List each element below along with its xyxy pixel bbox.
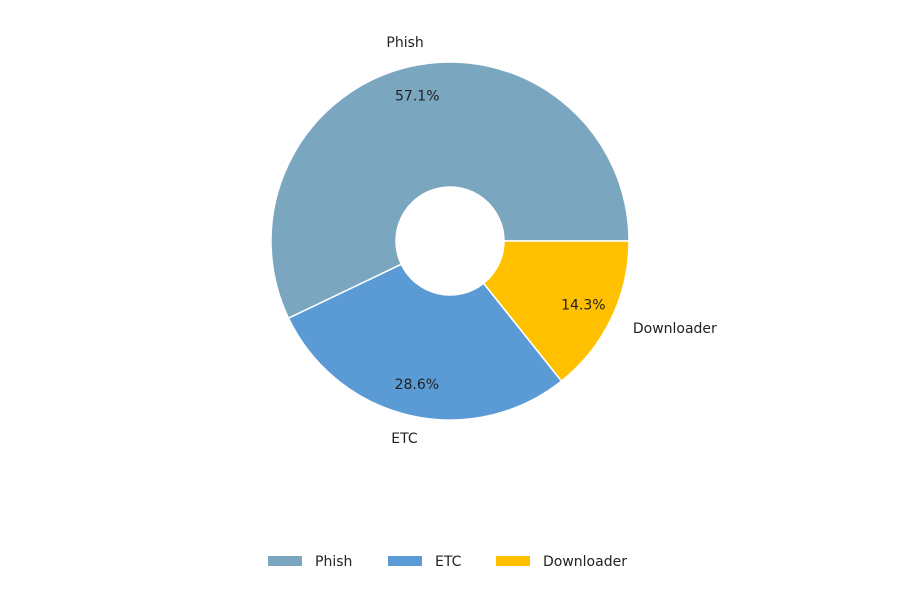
value-label: 57.1% [395, 89, 439, 105]
legend-swatch [496, 556, 530, 566]
legend-swatch [388, 556, 422, 566]
slice [482, 240, 630, 383]
slice [287, 263, 563, 421]
slice-label: ETC [391, 431, 418, 447]
legend-label: Phish [315, 554, 352, 570]
legend-label: Downloader [543, 554, 627, 570]
slice [270, 61, 630, 320]
legend-label: ETC [435, 554, 462, 570]
legend-swatch [268, 556, 302, 566]
slice-label: Downloader [633, 321, 717, 337]
slice-label: Phish [386, 35, 423, 51]
value-label: 28.6% [395, 377, 439, 393]
value-label: 14.3% [561, 297, 605, 313]
